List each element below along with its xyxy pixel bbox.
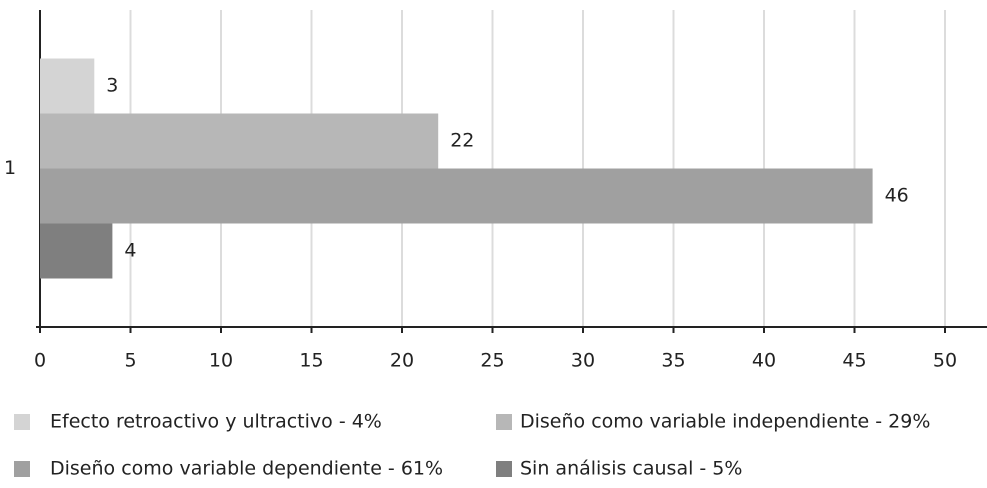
legend-label: Diseño como variable dependiente - 61% xyxy=(50,458,443,480)
x-tick-label: 50 xyxy=(933,350,957,372)
x-tick-label: 25 xyxy=(480,350,504,372)
value-label: 22 xyxy=(450,130,474,152)
value-label: 4 xyxy=(124,240,136,262)
legend-swatch xyxy=(496,461,512,477)
x-tick-label: 45 xyxy=(842,350,866,372)
value-label: 3 xyxy=(106,75,118,97)
bar xyxy=(40,168,873,224)
x-tick-label: 30 xyxy=(571,350,595,372)
legend-label: Diseño como variable independiente - 29% xyxy=(520,411,930,433)
x-tick-label: 40 xyxy=(752,350,776,372)
value-label: 46 xyxy=(885,185,909,207)
legend-swatch xyxy=(14,461,30,477)
bar xyxy=(40,223,113,279)
x-tick-label: 10 xyxy=(209,350,233,372)
x-tick-label: 35 xyxy=(661,350,685,372)
bar xyxy=(40,113,439,169)
legend-swatch xyxy=(496,414,512,430)
bar xyxy=(40,58,95,114)
y-tick-label: 1 xyxy=(4,157,16,179)
legend-swatch xyxy=(14,414,30,430)
x-tick-label: 15 xyxy=(299,350,323,372)
legend-label: Sin análisis causal - 5% xyxy=(520,458,742,480)
legend-label: Efecto retroactivo y ultractivo - 4% xyxy=(50,411,382,433)
x-tick-label: 0 xyxy=(34,350,46,372)
x-tick-label: 5 xyxy=(124,350,136,372)
x-tick-label: 20 xyxy=(390,350,414,372)
